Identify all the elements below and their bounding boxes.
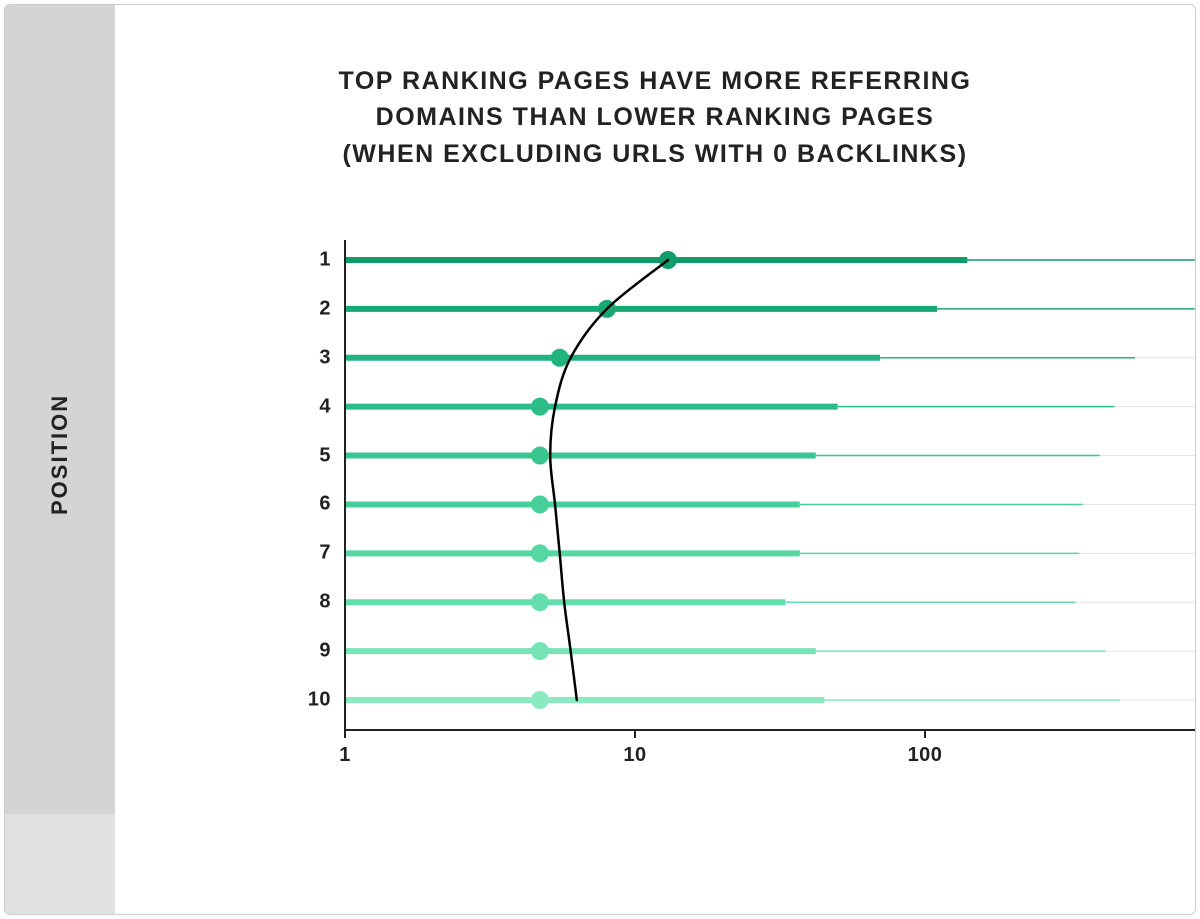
series-marker [531,691,549,709]
y-tick-label: 1 [319,249,331,272]
x-tick-label: 1 [339,744,351,767]
y-axis-label: POSITION [47,405,73,515]
y-tick-label: 3 [319,346,331,369]
series-marker [531,544,549,562]
series-marker [531,495,549,513]
chart-title-line: DOMAINS THAN LOWER RANKING PAGES [115,99,1195,135]
chart-title-line: TOP RANKING PAGES HAVE MORE REFERRING [115,63,1195,99]
y-tick-label: 2 [319,297,331,320]
plot-area: 123456789101101001K [345,240,1196,730]
series-marker [551,349,569,367]
x-tick-label: 10 [623,744,646,767]
x-tick-label: 100 [908,744,943,767]
y-tick-label: 5 [319,444,331,467]
series-marker [531,593,549,611]
series-marker [531,447,549,465]
chart-title-line: (WHEN EXCLUDING URLS WITH 0 BACKLINKS) [115,136,1195,172]
series-marker [531,398,549,416]
y-tick-label: 7 [319,542,331,565]
y-tick-label: 8 [319,591,331,614]
series-marker [531,642,549,660]
y-tick-label: 4 [319,395,331,418]
plot-svg [345,240,1196,730]
chart-frame: POSITION #REFERRING DOMAINS (EXCL. URLS … [4,4,1196,915]
y-tick-label: 10 [308,689,331,712]
main-panel: TOP RANKING PAGES HAVE MORE REFERRING DO… [115,5,1195,914]
y-tick-label: 9 [319,640,331,663]
trend-curve [550,260,668,700]
chart-title: TOP RANKING PAGES HAVE MORE REFERRING DO… [115,63,1195,172]
y-tick-label: 6 [319,493,331,516]
